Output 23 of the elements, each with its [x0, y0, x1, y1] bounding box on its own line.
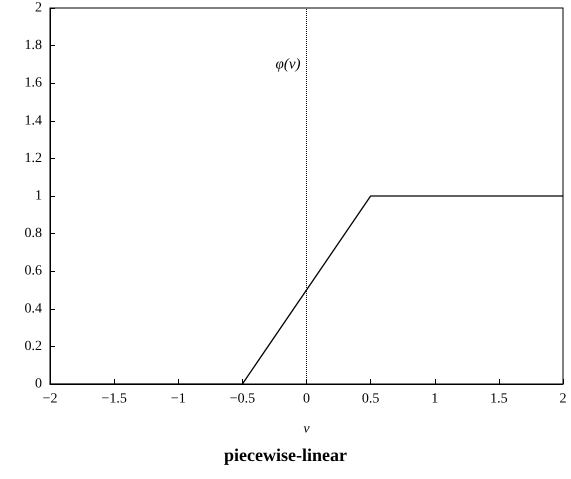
x-tick-label: 0.5 [362, 392, 380, 406]
y-tick-label: 0.4 [24, 301, 42, 316]
annotation: φ(v) [276, 56, 300, 72]
y-tick-label: 1 [35, 188, 42, 204]
x-tick-label: −1.5 [101, 392, 127, 406]
y-tick-label: 0.6 [24, 264, 42, 279]
x-tick-label: −2 [42, 392, 58, 406]
x-tick-label: 1.5 [490, 392, 508, 406]
x-tick-label: 0 [303, 392, 310, 406]
y-tick-label: 2 [35, 0, 42, 16]
x-tick-label: 1 [431, 392, 438, 406]
y-tick-label: 1.2 [24, 150, 42, 166]
y-tick-label: 0.8 [24, 226, 42, 242]
y-tick-label: 0.2 [24, 338, 42, 354]
y-tick-label: 1.4 [24, 113, 42, 128]
x-tick-label: −1 [170, 392, 186, 406]
x-tick-label: −0.5 [230, 392, 256, 406]
y-tick-label: 0 [35, 376, 42, 392]
text: piecewise-linear [224, 445, 347, 465]
y-tick-label: 1.8 [24, 38, 42, 54]
y-tick-label: 1.6 [24, 76, 42, 91]
x-axis-title: v [303, 422, 310, 436]
x-tick-label: 2 [560, 392, 566, 406]
